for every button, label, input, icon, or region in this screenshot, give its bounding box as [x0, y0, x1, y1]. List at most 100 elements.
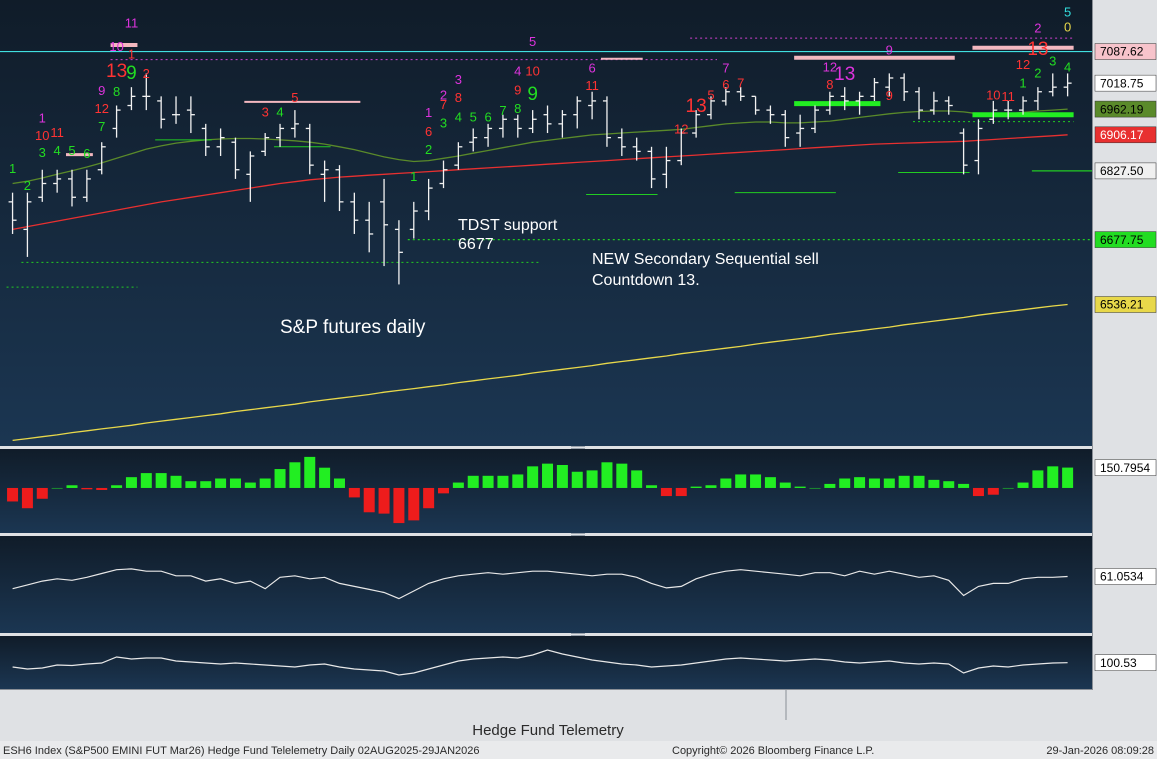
histogram-bar — [750, 474, 762, 488]
sequential-count: 4 — [514, 63, 521, 78]
sequential-count: 0 — [1064, 19, 1071, 34]
histogram-bar — [646, 485, 658, 488]
histogram-bar — [868, 478, 880, 488]
sequential-count: 2 — [143, 66, 150, 81]
histogram-bar — [1002, 487, 1014, 489]
sequential-count: 7 — [499, 103, 506, 118]
sequential-count: 8 — [514, 101, 521, 116]
histogram-bar — [497, 475, 509, 488]
annotation: Countdown 13. — [592, 272, 700, 289]
histogram-bar — [21, 487, 33, 509]
histogram-panel — [0, 449, 1092, 533]
sequential-count: 7 — [737, 75, 744, 90]
histogram-bar — [1062, 467, 1074, 488]
annotation: TDST support — [458, 217, 558, 234]
histogram-bar — [378, 487, 390, 514]
price-callout-label: 6906.17 — [1100, 128, 1144, 142]
histogram-bar — [571, 471, 583, 488]
sequential-count: 4 — [1064, 59, 1071, 74]
sequential-count: 6 — [722, 77, 729, 92]
sequential-count: 7 — [722, 60, 729, 75]
oscillator-panel — [0, 636, 1092, 689]
sequential-count: 4 — [276, 104, 283, 119]
histogram-bar — [215, 478, 227, 488]
sequential-count: 9 — [98, 83, 105, 98]
histogram-bar — [601, 462, 613, 488]
histogram-bar — [987, 487, 999, 495]
sequential-count: 4 — [54, 143, 61, 158]
sequential-count: 6 — [484, 109, 491, 124]
histogram-bar — [542, 463, 554, 488]
x-axis-title: Hedge Fund Telemetry — [472, 722, 624, 739]
histogram-bar — [274, 469, 286, 488]
price-callout — [1094, 126, 1157, 144]
sequential-count: 5 — [470, 109, 477, 124]
histogram-bar — [809, 487, 821, 489]
sequential-count: 2 — [1034, 20, 1041, 35]
price-callout-label: 6677.75 — [1100, 233, 1144, 247]
histogram-bar — [155, 473, 167, 488]
histogram-bar — [972, 487, 984, 497]
price-callout-label: 100.53 — [1100, 656, 1137, 670]
histogram-bar — [735, 474, 747, 488]
histogram-bar — [958, 483, 970, 488]
annotation: 6677 — [458, 236, 494, 253]
price-callout-label: 7018.75 — [1100, 76, 1144, 90]
histogram-bar — [527, 466, 539, 488]
histogram-bar — [244, 482, 256, 488]
price-callout — [1094, 231, 1157, 248]
sequential-count: 7 — [98, 119, 105, 134]
histogram-bar — [824, 483, 836, 488]
price-callout — [1094, 296, 1157, 313]
histogram-bar — [839, 478, 851, 488]
histogram-bar — [200, 481, 212, 488]
sequential-count: 9 — [514, 82, 521, 97]
panel-handles — [571, 446, 585, 636]
sequential-count: 13 — [1027, 39, 1048, 60]
sequential-count: 2 — [24, 178, 31, 193]
histogram-bar — [393, 487, 405, 524]
price-callout — [1094, 74, 1157, 92]
histogram-bar — [512, 474, 524, 488]
chart-title: S&P futures daily — [280, 317, 426, 338]
sequential-count: 5 — [1064, 4, 1071, 19]
histogram-bar — [36, 487, 48, 499]
histogram-bar — [423, 487, 435, 509]
histogram-bar — [482, 475, 494, 488]
histogram-bar — [408, 487, 420, 521]
histogram-bar — [660, 487, 672, 497]
histogram-bar — [7, 487, 19, 502]
sequential-count: 1 — [39, 110, 46, 125]
sequential-count: 6 — [83, 146, 90, 161]
sequential-count: 3 — [39, 145, 46, 160]
sequential-count: 5 — [529, 34, 536, 49]
sequential-count: 11 — [50, 125, 64, 140]
sequential-count: 1 — [425, 105, 432, 120]
histogram-bar — [586, 470, 598, 488]
histogram-bar — [229, 478, 241, 488]
sequential-count: 12 — [674, 121, 688, 136]
marks — [0, 37, 1092, 676]
histogram-bar — [556, 464, 568, 488]
histogram-bar — [111, 485, 123, 488]
price-callout — [1094, 100, 1157, 118]
histogram-bar — [720, 478, 732, 488]
histogram-bar — [675, 487, 687, 497]
histogram-bar — [943, 481, 955, 488]
sequential-count: 10 — [986, 87, 1000, 102]
histogram-bar — [319, 467, 331, 488]
histogram-bar — [185, 481, 197, 488]
sequential-count: 1 — [1019, 75, 1026, 90]
moving-average — [12, 108, 1068, 185]
sequential-count: 12 — [94, 101, 108, 116]
sequential-count: 3 — [440, 115, 447, 130]
sequential-count: 8 — [113, 84, 120, 99]
histogram-bar — [348, 487, 360, 498]
histogram-bar — [51, 487, 63, 489]
sequential-count: 11 — [585, 78, 599, 93]
sequential-count: 8 — [826, 77, 833, 92]
oscillator-line — [12, 649, 1068, 676]
sequential-count: 7 — [440, 97, 447, 112]
histogram-bar — [66, 485, 78, 488]
